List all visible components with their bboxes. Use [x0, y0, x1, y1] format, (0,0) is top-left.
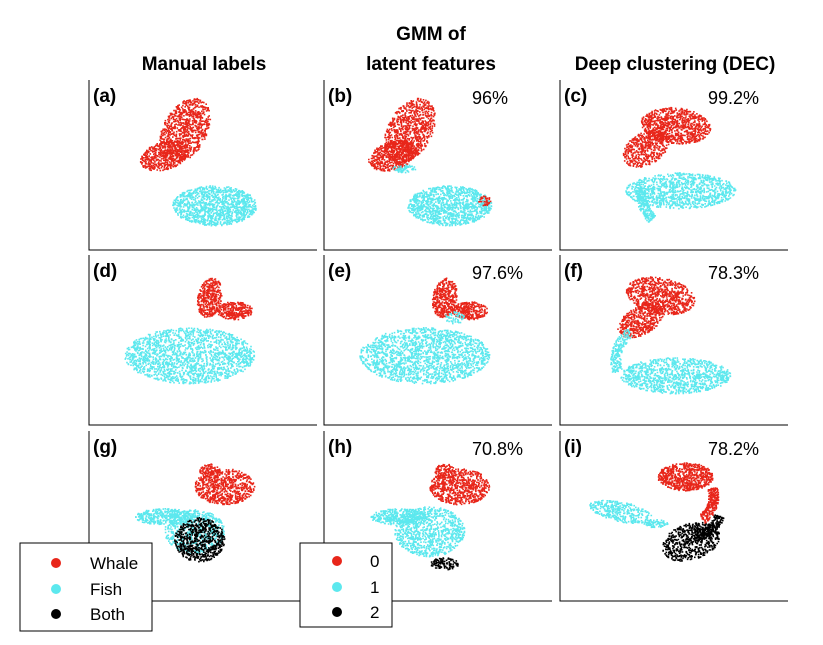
- scatter-points-cyan: [172, 185, 257, 227]
- legend-swatch-both: [51, 609, 61, 619]
- panel-axes: [559, 80, 788, 251]
- scatter-points-cyan: [392, 164, 493, 227]
- scatter-points-red: [194, 463, 256, 506]
- column-title-gmm-line2: latent features: [366, 54, 496, 75]
- scatter-points-red: [657, 462, 720, 525]
- accuracy-label: 99.2%: [708, 88, 759, 108]
- accuracy-label: 96%: [472, 88, 508, 108]
- scatter-points-red: [617, 276, 696, 339]
- scatter-points-red: [429, 463, 491, 506]
- column-title-gmm-line1: GMM of: [396, 24, 466, 45]
- legend-swatch-whale: [51, 558, 61, 568]
- legend-swatch-cluster-2: [332, 607, 342, 617]
- accuracy-label: 78.2%: [708, 439, 759, 459]
- accuracy-label: 70.8%: [472, 439, 523, 459]
- legend-clusters-box: [299, 542, 393, 628]
- scatter-points-red: [139, 97, 212, 172]
- column-title-dec: Deep clustering (DEC): [575, 54, 776, 75]
- panel-label: (e): [328, 261, 351, 282]
- panel-axes: [323, 80, 552, 251]
- accuracy-label: 78.3%: [708, 263, 759, 283]
- scatter-points-black: [430, 557, 459, 571]
- legend-swatch-cluster-0: [332, 556, 342, 566]
- legend-clusters: 0 1 2: [299, 542, 393, 628]
- legend-swatch-cluster-1: [332, 582, 342, 592]
- scatter-points-red: [196, 277, 253, 321]
- legend-swatch-fish: [51, 584, 61, 594]
- accuracy-label: 97.6%: [472, 263, 523, 283]
- legend-label-cluster-0: 0: [370, 552, 379, 571]
- panel-axes: [88, 80, 317, 251]
- scatter-points-red: [368, 97, 436, 172]
- scatter-panel-f: (f) 78.3%: [559, 255, 788, 426]
- scatter-points-red: [431, 277, 488, 321]
- legend-label-whale: Whale: [90, 554, 138, 573]
- panel-axes: [323, 255, 552, 426]
- scatter-points-cyan: [610, 329, 732, 395]
- legend-manual: Whale Fish Both: [19, 542, 153, 632]
- panel-label: (c): [564, 86, 587, 107]
- panel-axes: [88, 255, 317, 426]
- scatter-points-cyan: [370, 506, 466, 558]
- scatter-points-cyan: [589, 499, 669, 529]
- scatter-panel-g: (g): [88, 431, 317, 602]
- panel-label: (h): [328, 437, 352, 458]
- scatter-points-black: [174, 517, 226, 563]
- panel-label: (f): [564, 261, 583, 282]
- legend-manual-box: [19, 542, 153, 632]
- legend-label-both: Both: [90, 605, 125, 624]
- scatter-panel-d: (d): [88, 255, 317, 426]
- scatter-panel-i: (i) 78.2%: [559, 431, 788, 602]
- scatter-points-red: [622, 106, 712, 168]
- legend-label-fish: Fish: [90, 580, 122, 599]
- panel-label: (a): [93, 86, 116, 107]
- scatter-panel-e: (e) 97.6%: [323, 255, 552, 426]
- scatter-points-cyan: [625, 172, 737, 223]
- scatter-panel-b: (b) 96%: [323, 80, 552, 251]
- panel-axes: [559, 431, 788, 602]
- panel-axes: [559, 255, 788, 426]
- scatter-points-black: [662, 514, 725, 562]
- legend-label-cluster-1: 1: [370, 578, 379, 597]
- panel-label: (d): [93, 261, 117, 282]
- panel-label: (i): [564, 437, 582, 458]
- panels-group: (a) (b) 96% (c) 99.2% (d) (e) 97.6% (f) 78.3% (g) (…: [88, 80, 788, 602]
- column-title-manual: Manual labels: [142, 54, 267, 75]
- scatter-points-cyan: [359, 311, 491, 385]
- scatter-points-red: [478, 195, 492, 207]
- scatter-panel-a: (a): [88, 80, 317, 251]
- legend-label-cluster-2: 2: [370, 603, 379, 622]
- panel-label: (g): [93, 437, 117, 458]
- scatter-points-cyan: [124, 327, 256, 385]
- scatter-panel-c: (c) 99.2%: [559, 80, 788, 251]
- panel-label: (b): [328, 86, 352, 107]
